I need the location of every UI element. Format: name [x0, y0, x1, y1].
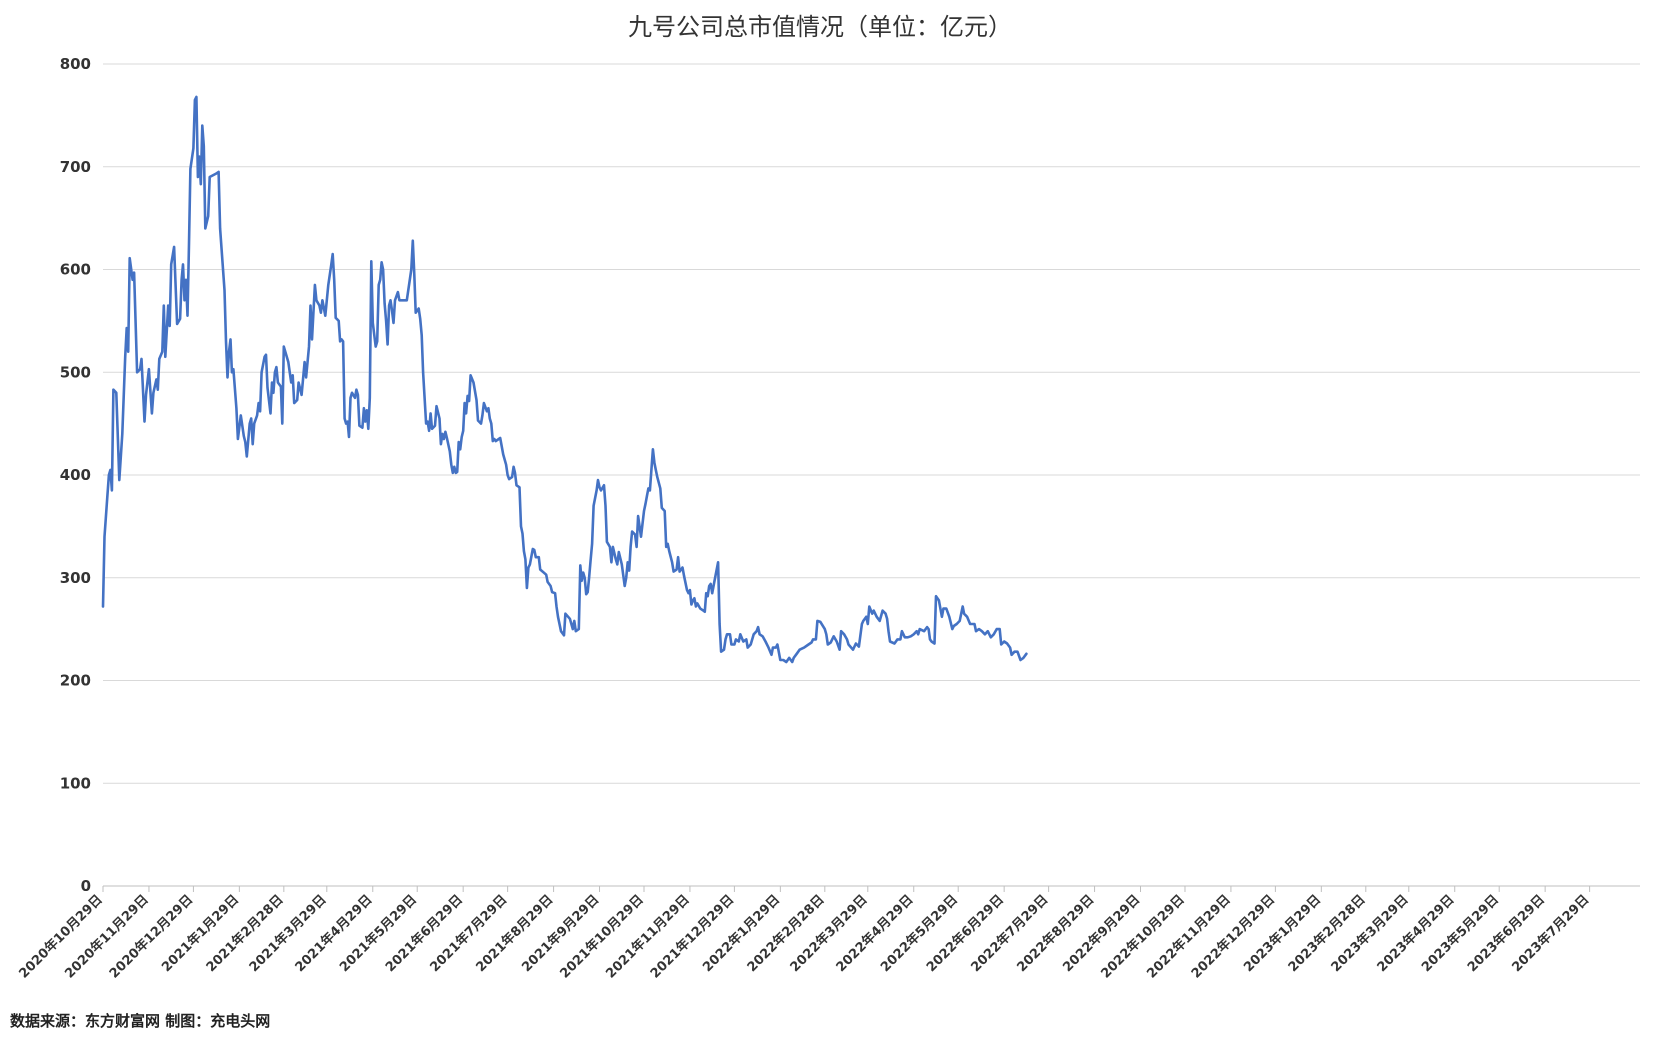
series-line — [101, 95, 1028, 664]
y-tick-label: 700 — [60, 158, 91, 176]
x-tick-label: 2022年7月29日 — [968, 892, 1052, 976]
x-tick-label: 2022年2月28日 — [744, 892, 828, 976]
y-tick-label: 500 — [60, 363, 91, 381]
y-tick-label: 300 — [60, 569, 91, 587]
y-tick-label: 800 — [60, 55, 91, 73]
x-tick-label: 2020年11月29日 — [62, 892, 152, 982]
x-tick-label: 2022年1月29日 — [700, 892, 784, 976]
y-tick-label: 0 — [81, 877, 91, 895]
y-tick-label: 100 — [60, 774, 91, 792]
x-tick-label: 2022年9月29日 — [1060, 892, 1144, 976]
y-tick-label: 600 — [60, 261, 91, 279]
x-tick-label: 2022年3月29日 — [787, 892, 871, 976]
x-tick-label: 2023年6月29日 — [1464, 892, 1548, 976]
y-tick-label: 200 — [60, 672, 91, 690]
x-tick-label: 2022年8月29日 — [1014, 892, 1098, 976]
y-axis-ticks: 0 100 200 300 400 500 600 700 800 — [60, 55, 91, 895]
x-tick-label: 2022年4月29日 — [833, 892, 917, 976]
x-tick-label: 2021年12月29日 — [647, 892, 737, 982]
x-tick-label: 2021年5月29日 — [336, 892, 420, 976]
series-layer — [101, 95, 1028, 664]
x-tick-label: 2021年1月29日 — [159, 892, 243, 976]
x-tick-label: 2021年6月29日 — [382, 892, 466, 976]
x-tick-label: 2021年10月29日 — [557, 892, 647, 982]
x-tick-label: 2021年9月29日 — [519, 892, 603, 976]
gridlines — [103, 63, 1640, 887]
x-tick-label: 2023年2月28日 — [1285, 892, 1369, 976]
x-tick-label: 2023年7月29日 — [1509, 892, 1593, 976]
x-tick-label: 2023年4月29日 — [1374, 892, 1458, 976]
x-tick-label: 2021年4月29日 — [292, 892, 376, 976]
x-tick-label: 2021年2月28日 — [203, 892, 287, 976]
x-axis-ticks: 2020年10月29日2020年11月29日2020年12月29日2021年1月… — [16, 886, 1593, 982]
x-tick-label: 2022年11月29日 — [1144, 892, 1234, 982]
chart-title: 九号公司总市值情况（单位：亿元） — [628, 13, 1012, 41]
x-tick-label: 2020年10月29日 — [16, 892, 106, 982]
x-tick-label: 2021年3月29日 — [246, 892, 330, 976]
x-tick-label: 2022年6月29日 — [923, 892, 1007, 976]
x-tick-label: 2021年11月29日 — [603, 892, 693, 982]
source-note: 数据来源：东方财富网 制图：充电头网 — [10, 1012, 271, 1030]
x-tick-label: 2021年7月29日 — [427, 892, 511, 976]
x-tick-label: 2023年5月29日 — [1418, 892, 1502, 976]
x-tick-label: 2023年3月29日 — [1328, 892, 1412, 976]
x-tick-label: 2020年12月29日 — [106, 892, 196, 982]
y-tick-label: 400 — [60, 466, 91, 484]
x-tick-label: 2021年8月29日 — [473, 892, 557, 976]
x-tick-label: 2023年1月29日 — [1240, 892, 1324, 976]
x-tick-label: 2022年12月29日 — [1188, 892, 1278, 982]
x-tick-label: 2022年5月29日 — [877, 892, 961, 976]
x-tick-label: 2022年10月29日 — [1098, 892, 1188, 982]
